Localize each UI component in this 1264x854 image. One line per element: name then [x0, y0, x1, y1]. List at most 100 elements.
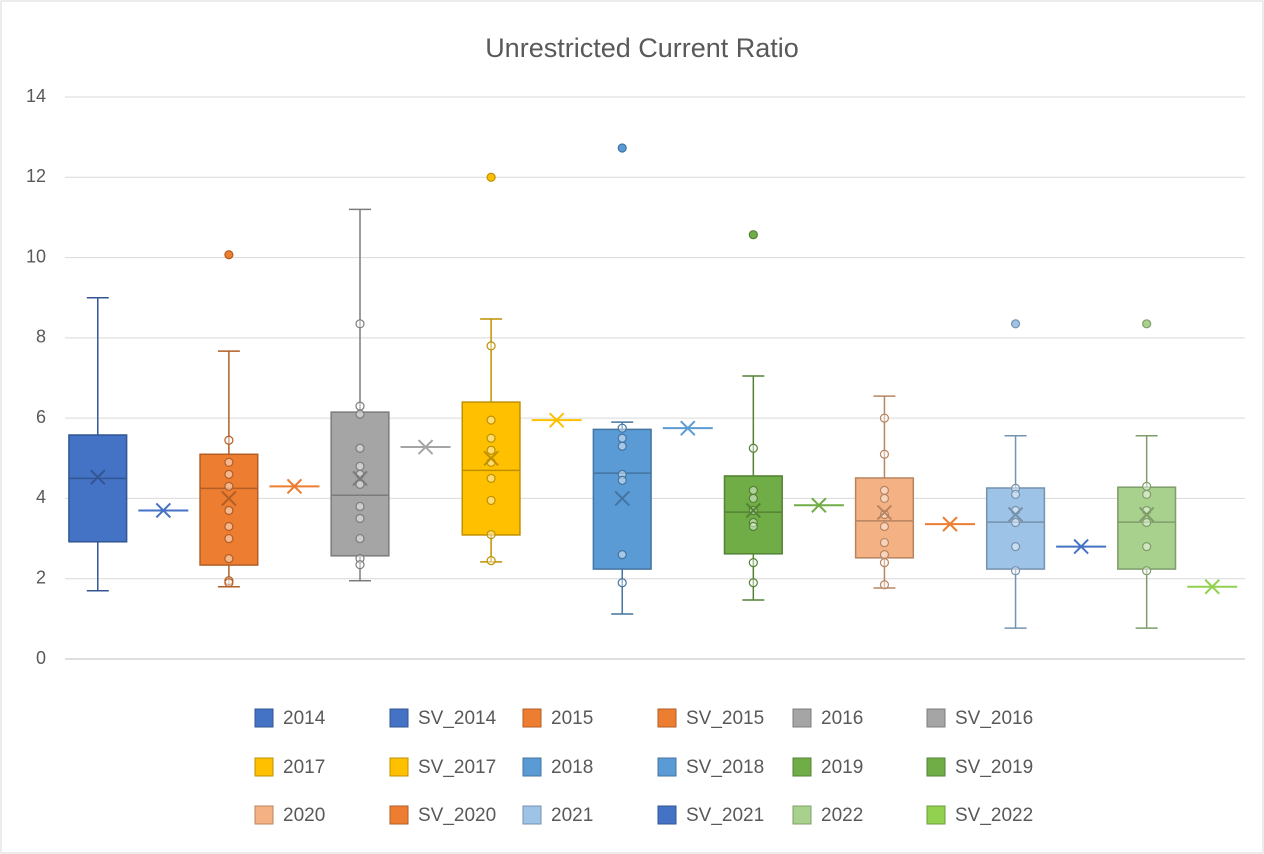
box: [1117, 486, 1177, 570]
y-tick-label: 2: [36, 567, 46, 587]
mean-marker: [90, 469, 106, 485]
inner-point: [224, 481, 234, 491]
inner-point: [879, 580, 890, 590]
inner-point: [355, 461, 365, 471]
legend-swatch: [254, 708, 274, 728]
mean-marker: [286, 478, 303, 495]
mean-marker: [942, 516, 958, 532]
inner-point: [355, 443, 365, 453]
mean-marker: [352, 470, 368, 487]
inner-point: [879, 413, 890, 423]
legend-swatch: [792, 757, 812, 777]
box: [985, 487, 1046, 570]
legend-label: SV_2022: [955, 805, 1033, 826]
inner-point: [224, 469, 234, 479]
outlier-point: [486, 172, 496, 182]
inner-point: [486, 529, 496, 540]
inner-point: [879, 550, 890, 560]
legend-swatch: [254, 805, 274, 825]
legend-swatch: [657, 805, 677, 825]
inner-point: [486, 556, 496, 566]
legend-swatch: [522, 708, 542, 728]
inner-point: [879, 509, 890, 520]
legend-label: SV_2017: [418, 757, 496, 778]
legend-label: 2016: [821, 708, 863, 729]
inner-point: [748, 443, 758, 453]
mean-marker: [745, 502, 762, 519]
outlier-point: [1010, 319, 1021, 329]
inner-point: [748, 485, 758, 495]
inner-point: [355, 401, 365, 411]
legend-swatch: [792, 708, 812, 728]
legend-label: 2015: [551, 708, 593, 729]
outlier-point: [224, 250, 234, 260]
inner-point: [1142, 489, 1152, 500]
mean-marker: [1204, 579, 1220, 595]
inner-point: [355, 533, 365, 544]
y-tick-label: 14: [26, 86, 46, 106]
legend-swatch: [522, 805, 542, 825]
mean-marker: [221, 490, 237, 507]
inner-point: [617, 550, 627, 560]
chart-title: Unrestricted Current Ratio: [485, 33, 799, 63]
inner-point: [355, 513, 365, 524]
mean-marker: [811, 497, 827, 513]
inner-point: [224, 533, 234, 544]
legend-swatch: [389, 708, 409, 728]
inner-point: [486, 415, 496, 425]
legend-swatch: [254, 757, 274, 777]
legend-swatch: [926, 708, 946, 728]
inner-point: [617, 441, 627, 451]
y-tick-label: 10: [26, 246, 46, 266]
legend-label: 2020: [283, 805, 325, 826]
inner-point: [748, 493, 758, 504]
mean-marker: [614, 490, 630, 507]
legend-swatch: [657, 708, 677, 728]
mean-marker: [876, 504, 893, 521]
inner-point: [1010, 517, 1021, 528]
legend-swatch: [657, 757, 677, 777]
inner-point: [748, 521, 758, 532]
inner-point: [879, 521, 890, 532]
mean-marker: [1073, 538, 1089, 555]
inner-point: [224, 578, 234, 588]
y-tick-label: 12: [26, 166, 46, 186]
inner-point: [224, 435, 234, 445]
legend-swatch: [926, 805, 946, 825]
inner-point: [355, 501, 365, 512]
legend-label: SV_2018: [686, 757, 764, 778]
legend-label: SV_2016: [955, 708, 1033, 729]
inner-point: [748, 558, 758, 568]
legend-label: SV_2015: [686, 708, 764, 729]
inner-point: [879, 449, 890, 459]
inner-point: [1010, 489, 1021, 500]
legend-label: 2017: [283, 757, 325, 778]
y-tick-label: 0: [36, 648, 46, 668]
inner-point: [224, 457, 234, 467]
legend-swatch: [389, 757, 409, 777]
inner-point: [1010, 541, 1021, 552]
mean-marker: [1138, 506, 1155, 523]
mean-marker: [155, 502, 172, 519]
inner-point: [617, 475, 627, 485]
inner-point: [879, 485, 890, 495]
mean-marker: [483, 450, 499, 466]
inner-point: [879, 493, 890, 504]
inner-point: [617, 423, 627, 433]
legend-swatch: [522, 757, 542, 777]
legend-label: 2022: [821, 805, 863, 826]
inner-point: [879, 537, 890, 548]
inner-point: [355, 479, 365, 489]
legend-label: SV_2019: [955, 757, 1033, 778]
inner-point: [486, 445, 496, 455]
y-tick-label: 6: [36, 407, 46, 427]
mean-marker: [417, 439, 434, 455]
inner-point: [486, 433, 496, 443]
box: [199, 453, 259, 566]
legend-label: 2014: [283, 708, 326, 729]
legend-label: 2019: [821, 757, 863, 778]
legend-label: SV_2014: [418, 708, 497, 729]
inner-point: [355, 409, 365, 419]
